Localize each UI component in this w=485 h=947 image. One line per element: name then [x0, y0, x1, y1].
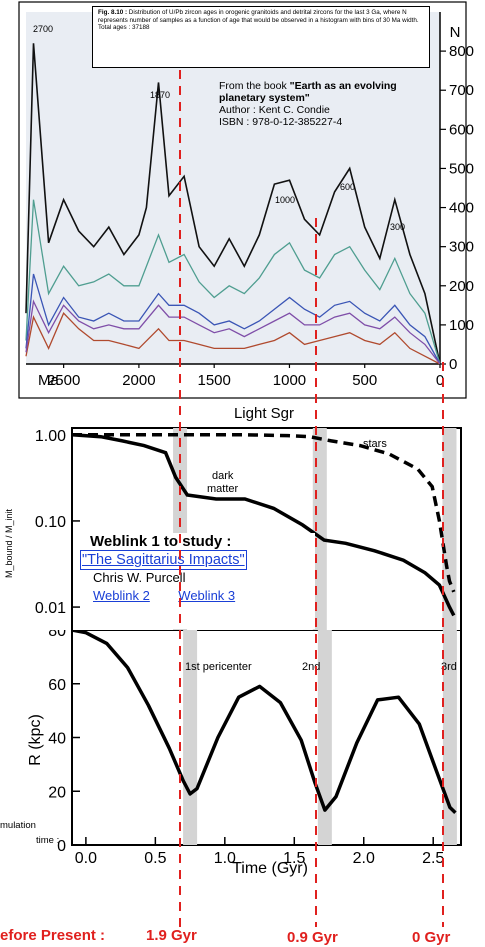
- stars-curve-label: stars: [363, 438, 387, 450]
- mass-y-tick-label: 0.01: [35, 600, 66, 617]
- weblink-row: Weblink 2 Weblink 3: [93, 587, 315, 605]
- pericenter-label-1: 1st pericenter: [185, 661, 252, 673]
- peak-label-300: 300: [390, 222, 405, 232]
- zircon-y-tick-label: 700: [449, 82, 474, 99]
- zircon-x-ticks: 2500 2000 1500 1000 500 0: [47, 364, 444, 389]
- weblink-title: Weblink 1 to study :: [90, 533, 232, 550]
- dark-matter-mass-line: [71, 433, 456, 617]
- radius-y-ticks: 80 60 40 20 0: [48, 630, 80, 855]
- radius-y-tick-label: 80: [48, 630, 66, 640]
- zircon-y-tick-label: 100: [449, 317, 474, 334]
- zircon-y-ticks: 800 700 600 500 400 300 200 100 0: [440, 43, 474, 373]
- zircon-x-tick-label: 1500: [197, 372, 230, 389]
- zircon-y-tick-label: 200: [449, 278, 474, 295]
- mass-chart-title: Light Sgr: [234, 405, 294, 422]
- radius-x-ticks: 0.0 0.5 1.0 1.5 2.0 2.5: [75, 837, 444, 867]
- weblink-main-box[interactable]: "The Sagittarius Impacts": [80, 550, 247, 570]
- zircon-series-line-0: [25, 43, 441, 365]
- zircon-y-tick-label: 300: [449, 239, 474, 256]
- dark-matter-label-2: matter: [207, 483, 239, 495]
- weblink-panel: Weblink 1 to study : "The Sagittarius Im…: [80, 533, 315, 629]
- pericenter-band: [442, 630, 457, 845]
- book-author: Author : Kent C. Condie: [219, 104, 330, 116]
- radius-x-label: Time (Gyr): [232, 860, 308, 877]
- zircon-series-line-3: [25, 312, 441, 365]
- radius-y-label: R (kpc): [27, 714, 44, 766]
- book-isbn: ISBN : 978-0-12-385227-4: [219, 116, 343, 128]
- book-line-1: From the book "Earth as an evolving plan…: [219, 80, 425, 104]
- radius-y-tick-label: 20: [48, 784, 66, 801]
- weblink-2[interactable]: Weblink 2: [93, 588, 150, 603]
- zircon-x-tick-label: 2500: [47, 372, 80, 389]
- weblink-3[interactable]: Weblink 3: [178, 588, 236, 603]
- radius-series-group: [71, 630, 457, 815]
- peak-label-1870: 1870: [150, 90, 170, 100]
- zircon-x-tick-label: 2000: [122, 372, 155, 389]
- radius-y-tick-label: 40: [48, 731, 66, 748]
- zircon-y-tick-label: 600: [449, 121, 474, 138]
- dark-matter-label-1: dark: [212, 470, 234, 482]
- zircon-y-tick-label: 0: [449, 356, 457, 373]
- gyr-label-1: 1.9 Gyr: [146, 927, 197, 944]
- zircon-x-tick-label: 1000: [273, 372, 306, 389]
- gyr-label-3: 0 Gyr: [412, 929, 451, 946]
- mass-y-ticks: 1.00 0.10 0.01: [35, 428, 80, 617]
- gyr-label-2: 0.9 Gyr: [287, 929, 338, 946]
- caption-lead: Fig. 8.10 :: [98, 9, 128, 16]
- book-prefix: From the book: [219, 80, 290, 92]
- radius-x-tick-label: 0.5: [144, 850, 166, 867]
- radius-y-tick-label: 0: [57, 838, 66, 855]
- weblink-main[interactable]: "The Sagittarius Impacts": [82, 552, 245, 568]
- before-present-label: efore Present :: [0, 927, 106, 944]
- zircon-y-tick-label: 800: [449, 43, 474, 60]
- zircon-x-tick-label: 0: [436, 372, 444, 389]
- weblink-author: Chris W. Purcell: [93, 570, 186, 585]
- pericenter-band: [442, 428, 457, 633]
- peak-label-600: 600: [340, 182, 355, 192]
- orbit-radius-line: [71, 630, 457, 815]
- caption-text: Distribution of U/Pb zircon ages in orog…: [98, 9, 419, 32]
- zircon-plot-area: [26, 12, 440, 364]
- radius-x-tick-label: 0.0: [75, 850, 97, 867]
- orbit-radius-chart: 80 60 40 20 0 0.0 0.5 1.0 1.5 2.0 2.5 R (kpc) Tim…: [0, 630, 462, 877]
- mass-y-axis-label: M_bound / M_init: [4, 508, 14, 578]
- radius-plot-frame: [71, 630, 462, 846]
- pericenter-label-2: 2nd: [302, 661, 320, 673]
- radius-y-tick-label: 60: [48, 677, 66, 694]
- peak-label-2700: 2700: [33, 24, 53, 34]
- zircon-series-group: [25, 43, 441, 365]
- mass-y-tick-label: 1.00: [35, 428, 66, 445]
- book-reference: From the book "Earth as an evolving plan…: [219, 80, 425, 128]
- radius-x-tick-label: 1.5: [283, 850, 305, 867]
- pericenter-label-3: 3rd: [441, 661, 457, 673]
- figure-caption: Fig. 8.10 : Distribution of U/Pb zircon …: [92, 6, 430, 68]
- zircon-y-label: N: [450, 24, 461, 41]
- zircon-y-tick-label: 400: [449, 200, 474, 217]
- zircon-series-line-2: [25, 273, 441, 365]
- zircon-x-tick-label: 500: [352, 372, 377, 389]
- side-note-1: mulation: [0, 820, 36, 831]
- radius-x-tick-label: 2.0: [353, 850, 375, 867]
- pericenter-band: [317, 630, 332, 845]
- side-note-2: time :: [36, 835, 59, 846]
- radius-x-tick-label: 1.0: [214, 850, 236, 867]
- zircon-series-line-4: [25, 299, 441, 365]
- zircon-x-unit: Ma: [38, 372, 59, 389]
- peak-label-1000: 1000: [275, 195, 295, 205]
- radius-x-tick-label: 2.5: [422, 850, 444, 867]
- mass-y-tick-label: 0.10: [35, 514, 66, 531]
- zircon-y-tick-label: 500: [449, 160, 474, 177]
- book-title: "Earth as an evolving planetary system": [219, 80, 397, 104]
- zircon-series-line-1: [25, 199, 441, 365]
